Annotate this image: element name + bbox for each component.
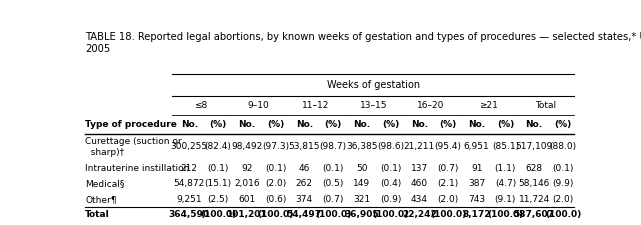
Text: No.: No. (353, 120, 370, 129)
Text: 92: 92 (241, 164, 253, 173)
Text: ≤8: ≤8 (194, 101, 208, 110)
Text: 517,109: 517,109 (515, 142, 553, 151)
Text: (100.0): (100.0) (258, 210, 294, 219)
Text: 98,492: 98,492 (231, 142, 262, 151)
Text: 149: 149 (353, 179, 370, 188)
Text: 54,497: 54,497 (287, 210, 322, 219)
Text: (%): (%) (210, 120, 227, 129)
Text: Weeks of gestation: Weeks of gestation (327, 80, 420, 90)
Text: 53,815: 53,815 (288, 142, 320, 151)
Text: 11,724: 11,724 (519, 195, 550, 204)
Text: No.: No. (468, 120, 485, 129)
Text: Other¶: Other¶ (85, 195, 117, 204)
Text: 587,607: 587,607 (513, 210, 554, 219)
Text: (88.0): (88.0) (549, 142, 576, 151)
Text: Intrauterine instillation: Intrauterine instillation (85, 164, 190, 173)
Text: (100.0): (100.0) (315, 210, 351, 219)
Text: (%): (%) (267, 120, 284, 129)
Text: 364,590: 364,590 (169, 210, 210, 219)
Text: (15.1): (15.1) (204, 179, 231, 188)
Text: (82.4): (82.4) (204, 142, 231, 151)
Text: 22,242: 22,242 (402, 210, 437, 219)
Text: (%): (%) (439, 120, 456, 129)
Text: 8,172: 8,172 (462, 210, 491, 219)
Text: 434: 434 (411, 195, 428, 204)
Text: No.: No. (526, 120, 543, 129)
Text: (2.1): (2.1) (437, 179, 458, 188)
Text: 628: 628 (526, 164, 543, 173)
Text: No.: No. (296, 120, 313, 129)
Text: 262: 262 (296, 179, 313, 188)
Text: 91: 91 (471, 164, 483, 173)
Text: 212: 212 (181, 164, 198, 173)
Text: (0.1): (0.1) (265, 164, 286, 173)
Text: (95.4): (95.4) (435, 142, 462, 151)
Text: Medical§: Medical§ (85, 179, 124, 188)
Text: 13–15: 13–15 (360, 101, 387, 110)
Text: 321: 321 (353, 195, 370, 204)
Text: 16–20: 16–20 (417, 101, 444, 110)
Text: (100.0): (100.0) (430, 210, 466, 219)
Text: 11–12: 11–12 (302, 101, 329, 110)
Text: 387: 387 (468, 179, 485, 188)
Text: 9–10: 9–10 (247, 101, 269, 110)
Text: (2.0): (2.0) (265, 179, 286, 188)
Text: (0.9): (0.9) (379, 195, 401, 204)
Text: No.: No. (238, 120, 255, 129)
Text: TABLE 18. Reported legal abortions, by known weeks of gestation and types of pro: TABLE 18. Reported legal abortions, by k… (85, 32, 641, 54)
Text: (%): (%) (382, 120, 399, 129)
Text: (0.1): (0.1) (322, 164, 344, 173)
Text: 50: 50 (356, 164, 367, 173)
Text: (2.0): (2.0) (553, 195, 574, 204)
Text: (2.5): (2.5) (208, 195, 229, 204)
Text: 9,251: 9,251 (176, 195, 202, 204)
Text: Total: Total (535, 101, 556, 110)
Text: 21,211: 21,211 (404, 142, 435, 151)
Text: (2.0): (2.0) (437, 195, 458, 204)
Text: (0.7): (0.7) (437, 164, 459, 173)
Text: (9.1): (9.1) (495, 195, 516, 204)
Text: (100.0): (100.0) (200, 210, 236, 219)
Text: 460: 460 (411, 179, 428, 188)
Text: 601: 601 (238, 195, 255, 204)
Text: No.: No. (411, 120, 428, 129)
Text: 54,872: 54,872 (174, 179, 205, 188)
Text: 300,255: 300,255 (171, 142, 208, 151)
Text: (100.0): (100.0) (487, 210, 524, 219)
Text: (0.1): (0.1) (553, 164, 574, 173)
Text: (0.5): (0.5) (322, 179, 344, 188)
Text: 36,905: 36,905 (344, 210, 379, 219)
Text: (100.0): (100.0) (372, 210, 408, 219)
Text: Type of procedure: Type of procedure (85, 120, 177, 129)
Text: 101,201: 101,201 (226, 210, 267, 219)
Text: (98.6): (98.6) (377, 142, 404, 151)
Text: Curettage (suction or
  sharp)†: Curettage (suction or sharp)† (85, 137, 181, 157)
Text: (100.0): (100.0) (545, 210, 581, 219)
Text: ≥21: ≥21 (479, 101, 497, 110)
Text: 374: 374 (296, 195, 313, 204)
Text: (97.3): (97.3) (262, 142, 289, 151)
Text: 6,951: 6,951 (464, 142, 490, 151)
Text: (0.1): (0.1) (207, 164, 229, 173)
Text: 2,016: 2,016 (234, 179, 260, 188)
Text: 137: 137 (411, 164, 428, 173)
Text: Total: Total (85, 210, 110, 219)
Text: (0.7): (0.7) (322, 195, 344, 204)
Text: (%): (%) (497, 120, 514, 129)
Text: 36,385: 36,385 (346, 142, 378, 151)
Text: (9.9): (9.9) (553, 179, 574, 188)
Text: (0.4): (0.4) (380, 179, 401, 188)
Text: (98.7): (98.7) (319, 142, 347, 151)
Text: 743: 743 (468, 195, 485, 204)
Text: (0.1): (0.1) (379, 164, 401, 173)
Text: (%): (%) (554, 120, 572, 129)
Text: No.: No. (181, 120, 198, 129)
Text: (%): (%) (324, 120, 342, 129)
Text: 58,146: 58,146 (519, 179, 550, 188)
Text: 46: 46 (299, 164, 310, 173)
Text: (1.1): (1.1) (495, 164, 516, 173)
Text: (0.6): (0.6) (265, 195, 286, 204)
Text: (4.7): (4.7) (495, 179, 516, 188)
Text: (85.1): (85.1) (492, 142, 519, 151)
